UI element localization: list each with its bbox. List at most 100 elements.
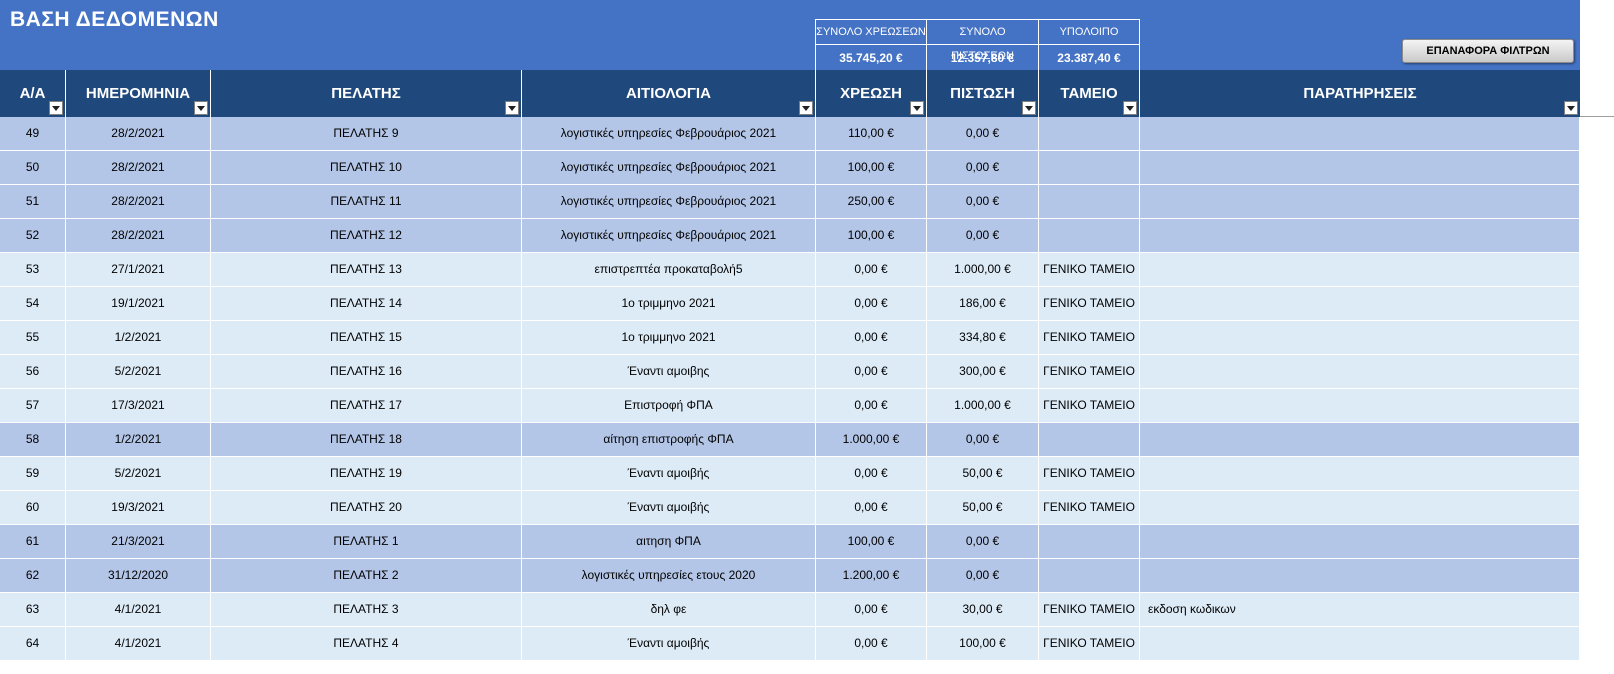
cell-date[interactable]: 1/2/2021 [66,423,211,456]
cell-debit[interactable]: 100,00 € [816,151,927,184]
cell-debit[interactable]: 0,00 € [816,491,927,524]
cell-remarks[interactable] [1140,355,1580,388]
cell-debit[interactable]: 250,00 € [816,185,927,218]
cell-id[interactable]: 52 [0,219,66,252]
cell-cash[interactable]: ΓΕΝΙΚΟ ΤΑΜΕΙΟ [1039,287,1140,320]
cell-reason[interactable]: δηλ φε [522,593,816,626]
table-row[interactable]: 62 31/12/2020 ΠΕΛΑΤΗΣ 2 λογιστικές υπηρεσίε… [0,559,1580,593]
cell-debit[interactable]: 110,00 € [816,117,927,150]
cell-date[interactable]: 19/3/2021 [66,491,211,524]
cell-cash[interactable] [1039,559,1140,592]
filter-dropdown-icon[interactable] [505,101,519,115]
cell-remarks[interactable] [1140,151,1580,184]
cell-credit[interactable]: 0,00 € [927,117,1039,150]
cell-client[interactable]: ΠΕΛΑΤΗΣ 12 [211,219,522,252]
cell-date[interactable]: 19/1/2021 [66,287,211,320]
cell-cash[interactable] [1039,219,1140,252]
cell-client[interactable]: ΠΕΛΑΤΗΣ 1 [211,525,522,558]
cell-id[interactable]: 49 [0,117,66,150]
table-row[interactable]: 53 27/1/2021 ΠΕΛΑΤΗΣ 13 επιστρεπτέα προκατα… [0,253,1580,287]
cell-debit[interactable]: 0,00 € [816,287,927,320]
cell-date[interactable]: 1/2/2021 [66,321,211,354]
cell-client[interactable]: ΠΕΛΑΤΗΣ 10 [211,151,522,184]
cell-client[interactable]: ΠΕΛΑΤΗΣ 18 [211,423,522,456]
cell-id[interactable]: 57 [0,389,66,422]
cell-remarks[interactable] [1140,423,1580,456]
cell-cash[interactable]: ΓΕΝΙΚΟ ΤΑΜΕΙΟ [1039,491,1140,524]
cell-debit[interactable]: 0,00 € [816,593,927,626]
cell-reason[interactable]: λογιστικές υπηρεσίες Φεβρουάριος 2021 [522,151,816,184]
cell-cash[interactable] [1039,151,1140,184]
cell-remarks[interactable] [1140,525,1580,558]
cell-credit[interactable]: 1.000,00 € [927,389,1039,422]
cell-date[interactable]: 21/3/2021 [66,525,211,558]
cell-id[interactable]: 55 [0,321,66,354]
cell-client[interactable]: ΠΕΛΑΤΗΣ 13 [211,253,522,286]
cell-date[interactable]: 4/1/2021 [66,627,211,660]
cell-client[interactable]: ΠΕΛΑΤΗΣ 4 [211,627,522,660]
table-row[interactable]: 56 5/2/2021 ΠΕΛΑΤΗΣ 16 Έναντι αμοιβης 0,00 €… [0,355,1580,389]
cell-remarks[interactable] [1140,491,1580,524]
cell-id[interactable]: 64 [0,627,66,660]
cell-remarks[interactable] [1140,185,1580,218]
cell-id[interactable]: 58 [0,423,66,456]
cell-id[interactable]: 61 [0,525,66,558]
cell-debit[interactable]: 0,00 € [816,457,927,490]
table-row[interactable]: 60 19/3/2021 ΠΕΛΑΤΗΣ 20 Έναντι αμοιβής 0,00 … [0,491,1580,525]
cell-credit[interactable]: 0,00 € [927,151,1039,184]
cell-id[interactable]: 60 [0,491,66,524]
cell-debit[interactable]: 100,00 € [816,525,927,558]
cell-id[interactable]: 54 [0,287,66,320]
cell-credit[interactable]: 0,00 € [927,423,1039,456]
cell-client[interactable]: ΠΕΛΑΤΗΣ 14 [211,287,522,320]
cell-remarks[interactable] [1140,321,1580,354]
cell-reason[interactable]: 1ο τριμμηνο 2021 [522,287,816,320]
cell-client[interactable]: ΠΕΛΑΤΗΣ 20 [211,491,522,524]
table-row[interactable]: 63 4/1/2021 ΠΕΛΑΤΗΣ 3 δηλ φε 0,00 €30,00 € ΓΕ… [0,593,1580,627]
cell-date[interactable]: 31/12/2020 [66,559,211,592]
cell-client[interactable]: ΠΕΛΑΤΗΣ 15 [211,321,522,354]
table-row[interactable]: 64 4/1/2021 ΠΕΛΑΤΗΣ 4 Έναντι αμοιβής 0,00 €1… [0,627,1580,661]
cell-date[interactable]: 4/1/2021 [66,593,211,626]
cell-credit[interactable]: 0,00 € [927,185,1039,218]
cell-credit[interactable]: 1.000,00 € [927,253,1039,286]
cell-id[interactable]: 62 [0,559,66,592]
cell-reason[interactable]: Έναντι αμοιβής [522,491,816,524]
cell-debit[interactable]: 100,00 € [816,219,927,252]
cell-reason[interactable]: λογιστικές υπηρεσίες Φεβρουάριος 2021 [522,185,816,218]
filter-dropdown-icon[interactable] [194,101,208,115]
table-row[interactable]: 59 5/2/2021 ΠΕΛΑΤΗΣ 19 Έναντι αμοιβής 0,00 €… [0,457,1580,491]
cell-remarks[interactable] [1140,287,1580,320]
table-row[interactable]: 54 19/1/2021 ΠΕΛΑΤΗΣ 14 1ο τριμμηνο 2021 0,0… [0,287,1580,321]
cell-date[interactable]: 5/2/2021 [66,355,211,388]
cell-remarks[interactable] [1140,117,1580,150]
cell-client[interactable]: ΠΕΛΑΤΗΣ 11 [211,185,522,218]
cell-id[interactable]: 59 [0,457,66,490]
cell-date[interactable]: 28/2/2021 [66,151,211,184]
cell-remarks[interactable]: εκδοση κωδικων [1140,593,1580,626]
cell-cash[interactable]: ΓΕΝΙΚΟ ΤΑΜΕΙΟ [1039,389,1140,422]
cell-cash[interactable]: ΓΕΝΙΚΟ ΤΑΜΕΙΟ [1039,253,1140,286]
cell-cash[interactable] [1039,185,1140,218]
cell-client[interactable]: ΠΕΛΑΤΗΣ 17 [211,389,522,422]
table-row[interactable]: 57 17/3/2021 ΠΕΛΑΤΗΣ 17 Επιστροφή ΦΠΑ 0,00 €… [0,389,1580,423]
filter-dropdown-icon[interactable] [910,101,924,115]
table-row[interactable]: 61 21/3/2021 ΠΕΛΑΤΗΣ 1 αιτηση ΦΠΑ 100,00 €0,… [0,525,1580,559]
table-row[interactable]: 49 28/2/2021 ΠΕΛΑΤΗΣ 9 λογιστικές υπηρεσίες… [0,117,1580,151]
cell-reason[interactable]: λογιστικές υπηρεσίες ετους 2020 [522,559,816,592]
cell-reason[interactable]: Έναντι αμοιβης [522,355,816,388]
cell-reason[interactable]: αιτηση ΦΠΑ [522,525,816,558]
cell-reason[interactable]: Έναντι αμοιβής [522,627,816,660]
cell-reason[interactable]: Έναντι αμοιβής [522,457,816,490]
cell-date[interactable]: 27/1/2021 [66,253,211,286]
cell-date[interactable]: 17/3/2021 [66,389,211,422]
cell-client[interactable]: ΠΕΛΑΤΗΣ 9 [211,117,522,150]
cell-debit[interactable]: 1.200,00 € [816,559,927,592]
cell-credit[interactable]: 0,00 € [927,525,1039,558]
table-row[interactable]: 58 1/2/2021 ΠΕΛΑΤΗΣ 18 αίτηση επιστροφής ΦΠ… [0,423,1580,457]
table-row[interactable]: 52 28/2/2021 ΠΕΛΑΤΗΣ 12 λογιστικές υπηρεσίε… [0,219,1580,253]
filter-dropdown-icon[interactable] [1564,101,1578,115]
filter-dropdown-icon[interactable] [1123,101,1137,115]
cell-debit[interactable]: 0,00 € [816,355,927,388]
cell-credit[interactable]: 30,00 € [927,593,1039,626]
